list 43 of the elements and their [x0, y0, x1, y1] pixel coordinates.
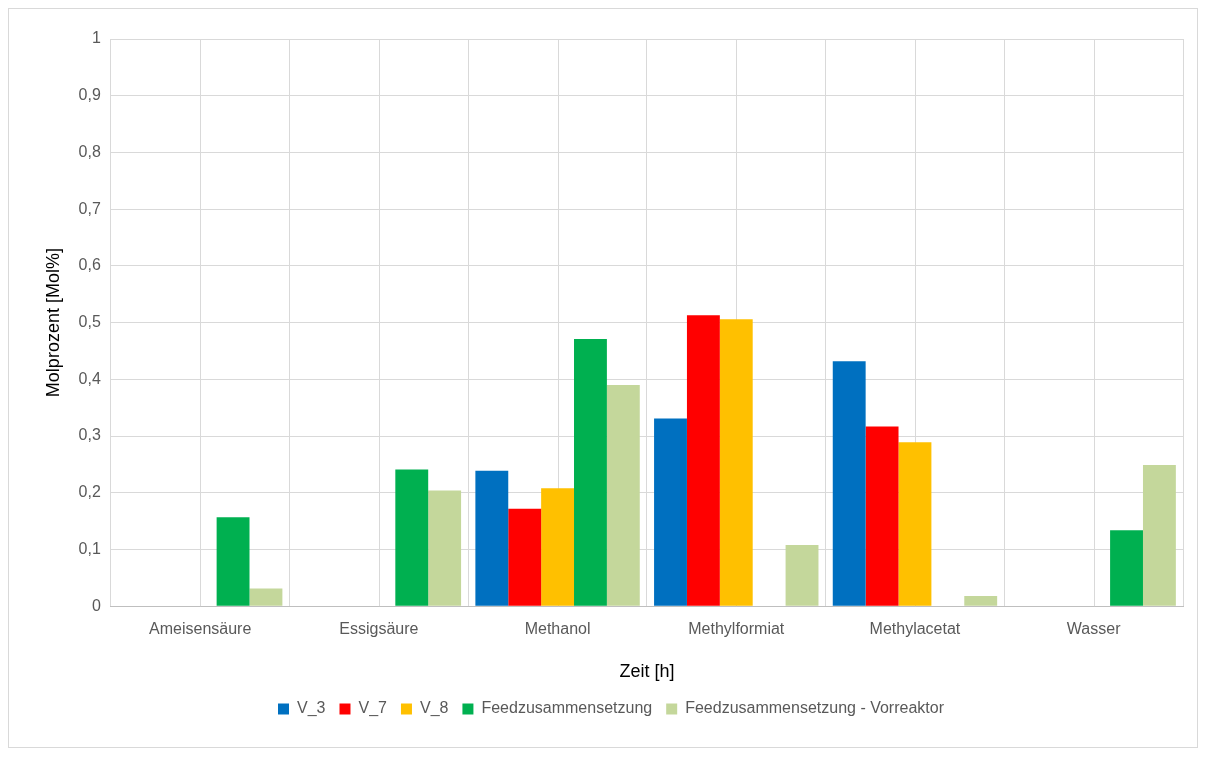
- legend-label: Feedzusammensetzung: [481, 699, 653, 717]
- bar: [606, 384, 640, 606]
- bar: [508, 508, 542, 606]
- bar: [654, 418, 687, 606]
- bar: [249, 588, 283, 606]
- bar: [1142, 464, 1176, 606]
- y-tick-label: 0,5: [78, 313, 101, 331]
- bar: [216, 517, 250, 606]
- y-tick-label: 0,1: [78, 539, 101, 557]
- legend-label: V_3: [297, 699, 326, 718]
- bar: [865, 426, 899, 606]
- bar: [395, 469, 429, 606]
- legend-label: V_8: [419, 699, 449, 718]
- y-tick-label: 0,7: [78, 199, 101, 217]
- x-tick-label: Methylformiat: [688, 620, 785, 638]
- y-tick-label: 0,4: [78, 369, 101, 387]
- legend-label: Feedzusammensetzung - Vorreaktor: [685, 699, 945, 717]
- bar: [964, 595, 998, 606]
- y-tick-label: 0,6: [78, 256, 101, 274]
- bar: [898, 442, 932, 606]
- y-tick-label: 0: [91, 596, 101, 614]
- x-axis-title: Zeit [h]: [619, 661, 675, 682]
- y-tick-label: 1: [91, 29, 101, 47]
- bar: [1110, 530, 1143, 606]
- y-axis-title: Molprozent [Mol%]: [42, 248, 63, 398]
- bar: [719, 319, 753, 606]
- bar: [574, 339, 607, 606]
- x-tick-label: Essigsäure: [339, 620, 419, 638]
- x-tick-label: Wasser: [1066, 620, 1122, 638]
- bar: [428, 490, 462, 606]
- bar: [832, 361, 866, 606]
- y-tick-label: 0,3: [78, 426, 101, 444]
- y-tick-label: 0,9: [78, 86, 101, 104]
- y-tick-label: 0,8: [78, 142, 101, 160]
- bar: [541, 488, 575, 606]
- x-tick-label: Methanol: [524, 620, 591, 638]
- bar: [475, 470, 509, 606]
- bar: [785, 544, 819, 606]
- legend-label: V_7: [358, 699, 388, 718]
- y-tick-label: 0,2: [78, 483, 101, 501]
- bar: [686, 315, 720, 606]
- x-tick-label: Ameisensäure: [149, 620, 252, 638]
- x-tick-label: Methylacetat: [869, 620, 961, 638]
